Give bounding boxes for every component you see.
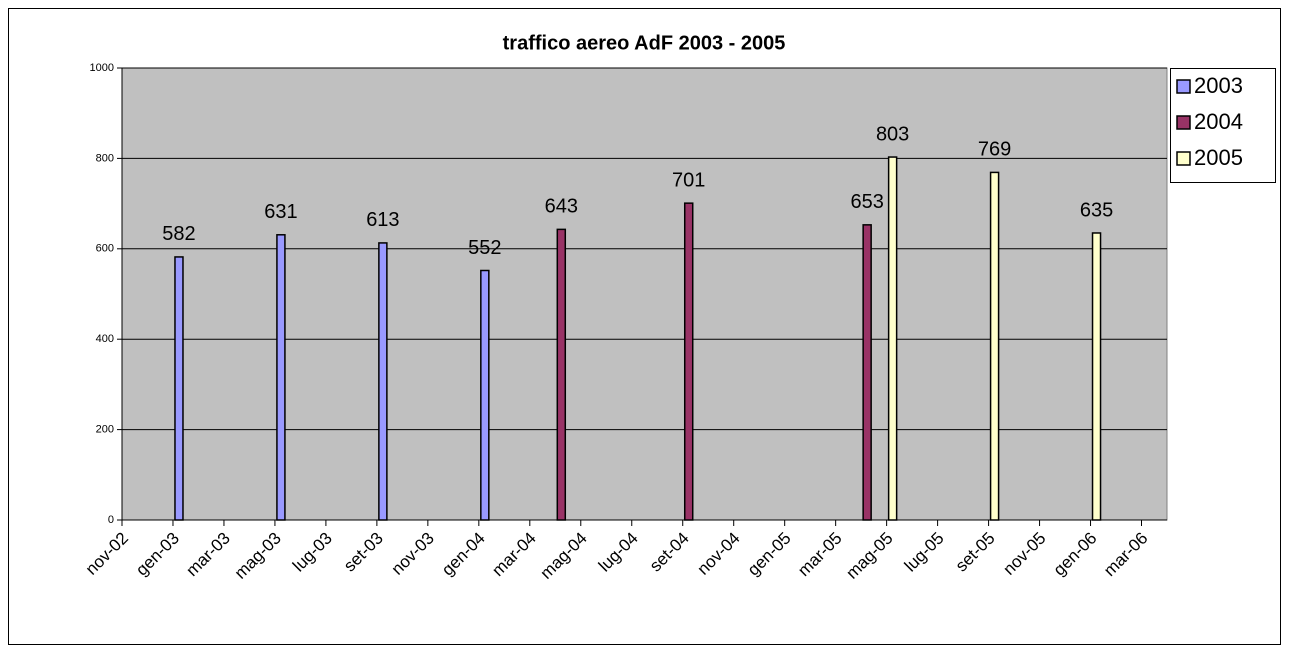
data-label: 613 bbox=[366, 209, 399, 231]
data-label: 582 bbox=[162, 223, 195, 245]
legend-label: 2005 bbox=[1194, 145, 1243, 170]
data-label: 635 bbox=[1080, 199, 1113, 221]
y-tick-label: 0 bbox=[108, 514, 114, 526]
chart-title: traffico aereo AdF 2003 - 2005 bbox=[503, 32, 786, 54]
y-tick-label: 600 bbox=[96, 243, 114, 255]
bar bbox=[480, 269, 490, 521]
legend-swatch bbox=[1176, 115, 1191, 130]
data-label: 643 bbox=[545, 196, 578, 218]
bar bbox=[556, 228, 567, 521]
legend-label: 2004 bbox=[1194, 109, 1243, 134]
y-tick-label: 200 bbox=[96, 424, 114, 436]
bar bbox=[989, 171, 1000, 521]
legend-label: 2003 bbox=[1194, 73, 1243, 98]
y-tick-label: 1000 bbox=[90, 62, 114, 74]
bar bbox=[887, 156, 898, 521]
data-label: 769 bbox=[978, 139, 1011, 161]
data-label: 552 bbox=[468, 237, 501, 259]
legend-swatch bbox=[1176, 151, 1191, 166]
data-label: 701 bbox=[672, 169, 705, 191]
bar bbox=[683, 202, 694, 521]
bar bbox=[1091, 232, 1102, 521]
data-label: 653 bbox=[850, 191, 883, 213]
y-tick-label: 400 bbox=[96, 333, 114, 345]
y-tick-label: 800 bbox=[96, 152, 114, 164]
data-label: 631 bbox=[264, 201, 297, 223]
bar bbox=[862, 224, 872, 521]
data-label: 803 bbox=[876, 123, 909, 145]
bar bbox=[174, 256, 184, 521]
bar bbox=[378, 242, 388, 521]
bar bbox=[276, 234, 286, 521]
legend-swatch bbox=[1176, 79, 1191, 94]
